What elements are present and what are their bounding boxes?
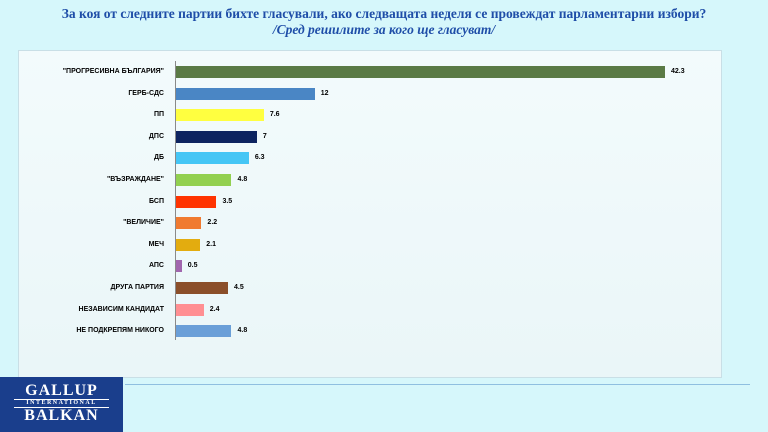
category-label: ПП <box>153 111 164 119</box>
data-label: 0.5 <box>187 262 198 270</box>
title-text: За коя от следните партии бихте гласувал… <box>61 6 707 21</box>
category-label: "ВЪЗРАЖДАНЕ" <box>106 176 164 183</box>
bar <box>176 66 665 78</box>
category-label: НЕ ПОДКРЕПЯМ НИКОГО <box>76 327 164 335</box>
data-label: 6.3 <box>254 154 265 162</box>
data-label: 4.8 <box>237 176 248 183</box>
data-label: 2.2 <box>207 219 218 227</box>
logo-line-3: BALKAN <box>24 407 99 424</box>
category-label: МЕЧ <box>148 240 164 248</box>
data-label: 2.1 <box>206 240 216 248</box>
bar <box>176 282 229 294</box>
data-label: 4.5 <box>234 284 244 291</box>
category-label: НЕЗАВИСИМ КАНДИДАТ <box>78 305 164 313</box>
bar <box>176 238 201 251</box>
category-label: ДПС <box>148 132 164 140</box>
bar <box>176 195 217 208</box>
bar <box>176 260 182 273</box>
data-label: 3.5 <box>222 197 233 205</box>
data-label: 42.3 <box>671 68 685 75</box>
bar <box>176 152 249 165</box>
data-label: 4.8 <box>237 327 248 335</box>
data-label: 2.4 <box>209 305 220 313</box>
bar <box>176 325 232 338</box>
plot-area <box>18 50 722 378</box>
category-label: АПС <box>148 262 164 270</box>
category-label: "ВЕЛИЧИЕ" <box>123 219 164 227</box>
logo-line-1: GALLUP <box>25 382 98 399</box>
category-axis <box>175 61 176 340</box>
category-label: "ПРОГРЕСИВНА БЪЛГАРИЯ" <box>62 68 164 75</box>
bar <box>176 130 257 143</box>
footer-divider <box>125 384 750 385</box>
chart-title: За коя от следните партии бихте гласувал… <box>0 6 768 38</box>
category-label: ДРУГА ПАРТИЯ <box>110 284 164 291</box>
logo-line-2: INTERNATIONAL <box>14 399 109 408</box>
data-label: 7 <box>262 132 267 140</box>
bar <box>176 109 264 122</box>
bar <box>176 217 202 230</box>
data-label: 7.6 <box>269 111 280 119</box>
bar <box>176 303 204 316</box>
bar <box>176 87 315 100</box>
category-label: ДБ <box>153 154 164 162</box>
category-label: ГЕРБ-СДС <box>128 89 164 97</box>
chart-subtitle: /Сред решилите за кого ще гласуват/ <box>272 22 496 37</box>
category-label: БСП <box>148 197 164 205</box>
bar <box>176 174 232 186</box>
gallup-logo: GALLUP INTERNATIONAL BALKAN <box>0 377 123 432</box>
data-label: 12 <box>320 89 329 97</box>
